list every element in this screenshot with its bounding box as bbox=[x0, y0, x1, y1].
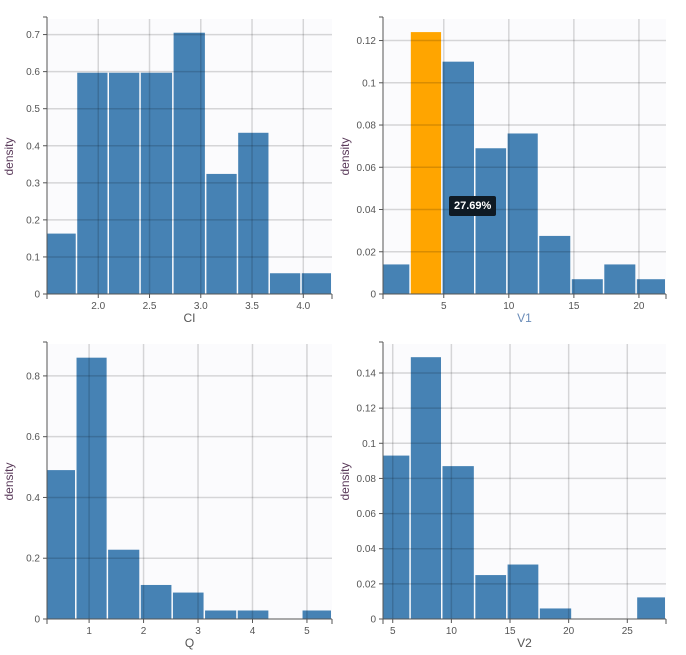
x-axis-label: V2 bbox=[517, 636, 532, 650]
y-tick-label: 0 bbox=[370, 290, 376, 301]
histogram-bar bbox=[206, 173, 237, 294]
y-tick-label: 0.2 bbox=[26, 215, 40, 226]
histogram-bar bbox=[442, 61, 474, 294]
histogram-bar bbox=[507, 133, 538, 294]
histogram-bar bbox=[410, 357, 441, 619]
x-tick-label: 20 bbox=[563, 626, 575, 637]
histogram-bar bbox=[76, 357, 107, 619]
y-tick-label: 0.06 bbox=[357, 163, 377, 174]
y-tick-label: 0.02 bbox=[357, 247, 377, 258]
bar-tooltip: 27.69% bbox=[449, 196, 497, 217]
y-tick-label: 0.8 bbox=[26, 371, 40, 382]
y-tick-label: 0.1 bbox=[26, 252, 40, 263]
y-axis-label: density bbox=[338, 137, 352, 175]
y-axis-label: density bbox=[2, 137, 16, 175]
histogram-bar bbox=[301, 273, 331, 294]
y-tick-label: 0.6 bbox=[26, 67, 40, 78]
y-tick-label: 0.6 bbox=[26, 432, 40, 443]
y-tick-label: 0.2 bbox=[26, 554, 40, 565]
y-axis-label: density bbox=[2, 462, 16, 500]
histogram-bar bbox=[475, 148, 507, 294]
histogram-v2: 0 0.02 0.04 0.06 0.08 0.1 0.12 0.14 5 10 15 20 25 V2 d… bbox=[338, 341, 667, 650]
histogram-bar bbox=[269, 273, 301, 294]
histogram-bar bbox=[539, 608, 572, 619]
x-tick-label: 5 bbox=[441, 301, 447, 312]
y-tick-label: 0.4 bbox=[26, 493, 40, 504]
y-tick-label: 0 bbox=[34, 615, 40, 626]
x-tick-label: 2.5 bbox=[143, 301, 157, 312]
histogram-bar bbox=[475, 575, 507, 619]
histogram-bar bbox=[539, 235, 571, 294]
histogram-bar bbox=[442, 466, 474, 619]
histogram-bar bbox=[108, 549, 140, 619]
y-tick-label: 0.12 bbox=[357, 404, 377, 415]
histogram-bar bbox=[302, 610, 331, 619]
histogram-bar bbox=[173, 32, 205, 294]
histogram-bar bbox=[571, 279, 603, 294]
x-axis-label: CI bbox=[184, 311, 196, 325]
x-tick-label: 2.0 bbox=[91, 301, 105, 312]
histogram-bar bbox=[77, 72, 108, 294]
y-tick-label: 0.12 bbox=[357, 36, 377, 47]
x-tick-label: 10 bbox=[503, 301, 515, 312]
x-tick-label: 3.0 bbox=[194, 301, 208, 312]
histogram-bar bbox=[383, 264, 410, 294]
y-axis-label: density bbox=[338, 462, 352, 500]
y-tick-label: 0.3 bbox=[26, 178, 40, 189]
x-tick-label: 3 bbox=[195, 626, 201, 637]
y-tick-label: 0.04 bbox=[357, 544, 377, 555]
y-tick-label: 0.04 bbox=[357, 205, 377, 216]
y-tick-label: 0.08 bbox=[357, 121, 377, 132]
histogram-bar bbox=[507, 564, 539, 619]
histogram-bar bbox=[410, 32, 442, 294]
histogram-bar bbox=[47, 470, 76, 619]
histogram-bar bbox=[238, 132, 269, 294]
x-axis-label: Q bbox=[185, 636, 194, 650]
x-tick-label: 3.5 bbox=[245, 301, 259, 312]
y-tick-label: 0.7 bbox=[26, 30, 40, 41]
histogram-bar bbox=[237, 610, 269, 619]
histogram-v1: 0 0.02 0.04 0.06 0.08 0.1 0.12 5 10 15 20 V1 density bbox=[338, 16, 667, 325]
x-tick-label: 5 bbox=[304, 626, 310, 637]
x-axis-label: V1 bbox=[517, 311, 532, 325]
histogram-bar bbox=[637, 597, 665, 619]
y-tick-label: 0.06 bbox=[357, 509, 377, 520]
x-tick-label: 20 bbox=[633, 301, 645, 312]
y-tick-label: 0 bbox=[34, 290, 40, 301]
x-tick-label: 15 bbox=[504, 626, 516, 637]
x-tick-label: 4.0 bbox=[296, 301, 310, 312]
x-tick-label: 4 bbox=[250, 626, 256, 637]
histogram-bar bbox=[47, 233, 76, 294]
y-tick-label: 0 bbox=[370, 615, 376, 626]
y-tick-label: 0.4 bbox=[26, 141, 40, 152]
y-tick-label: 0.14 bbox=[357, 368, 377, 379]
histogram-bar bbox=[140, 584, 172, 619]
y-tick-label: 0.02 bbox=[357, 579, 377, 590]
x-tick-label: 1 bbox=[86, 626, 92, 637]
histogram-bar bbox=[205, 610, 237, 619]
x-tick-label: 15 bbox=[568, 301, 580, 312]
x-tick-label: 10 bbox=[446, 626, 458, 637]
y-tick-label: 0.1 bbox=[362, 78, 376, 89]
histogram-bar bbox=[604, 264, 636, 294]
histogram-bar bbox=[140, 72, 173, 294]
x-tick-label: 5 bbox=[390, 626, 396, 637]
histogram-bar bbox=[636, 279, 665, 294]
y-tick-label: 0.5 bbox=[26, 104, 40, 115]
histogram-ci: 0 0.1 0.2 0.3 0.4 0.5 0.6 0.7 2.0 2.5 3.0 3.5 4.0 CI d… bbox=[2, 16, 333, 325]
y-tick-label: 0.08 bbox=[357, 474, 377, 485]
x-tick-label: 25 bbox=[622, 626, 634, 637]
histogram-bar bbox=[109, 72, 140, 294]
histogram-bar bbox=[383, 455, 410, 619]
y-tick-label: 0.1 bbox=[362, 439, 376, 450]
x-tick-label: 2 bbox=[141, 626, 147, 637]
histogram-bar bbox=[172, 592, 204, 619]
